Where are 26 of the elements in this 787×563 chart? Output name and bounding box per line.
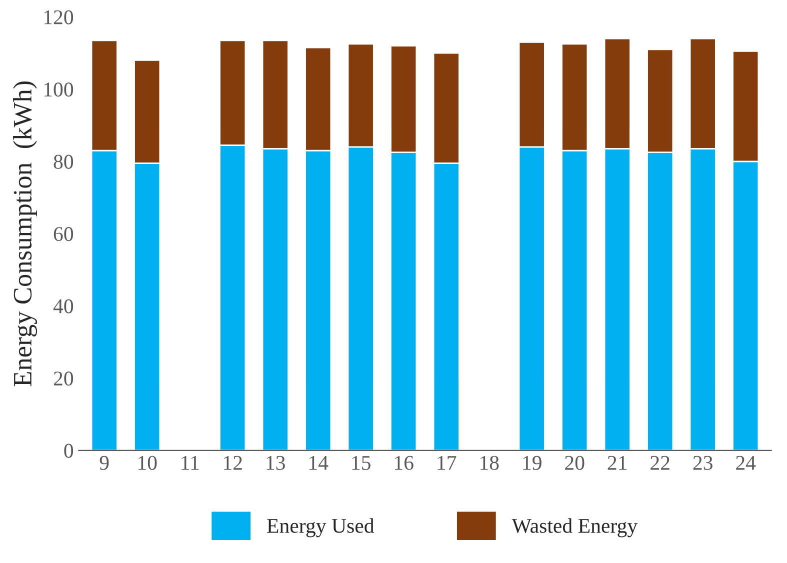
x-tick-label: 14: [310, 456, 328, 470]
x-tick-label: 22: [650, 456, 670, 470]
x-tick-label: 21: [608, 456, 627, 470]
x-tick-label: 15: [352, 456, 370, 470]
x-tick-label: 16: [395, 456, 414, 470]
x-tick-label: 13: [266, 456, 285, 470]
y-tick-label: 120: [44, 10, 74, 24]
x-tick-label: 20: [565, 456, 584, 470]
x-tick-label: 10: [138, 456, 157, 470]
y-tick-label: 40: [53, 299, 74, 314]
x-tick-label: 19: [523, 456, 542, 470]
x-tick-label: 11: [182, 456, 199, 470]
legend-label: Wasted Energy: [512, 518, 638, 538]
x-tick-label: 23: [693, 456, 712, 470]
x-tick-label: 9: [100, 456, 109, 470]
y-axis-title: Energy Consumption (kWh): [13, 81, 38, 386]
y-tick-label: 80: [54, 154, 74, 169]
y-tick-label: 0: [64, 444, 74, 458]
x-tick-label: 24: [736, 456, 756, 470]
y-tick-label: 100: [44, 82, 74, 97]
y-tick-label: 60: [54, 227, 74, 242]
x-tick-label: 18: [480, 456, 499, 470]
y-tick-label: 20: [54, 372, 74, 386]
legend-label: Energy Used: [267, 518, 374, 538]
x-tick-label: 17: [438, 456, 456, 470]
x-tick-label: 12: [224, 456, 242, 470]
